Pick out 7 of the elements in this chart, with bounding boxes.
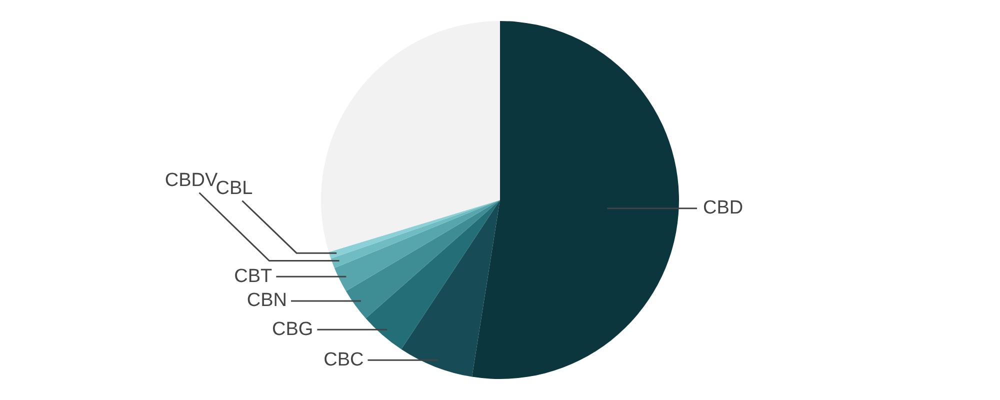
slice-label: CBG [272,318,314,340]
slice-label: CBD [703,198,744,219]
slice-label: CBT [234,266,273,287]
slice-label: CBL [216,178,253,199]
slice-label: CBDV [164,170,218,191]
slice-label: CBN [246,290,287,312]
slice-label: CBC [324,349,364,370]
